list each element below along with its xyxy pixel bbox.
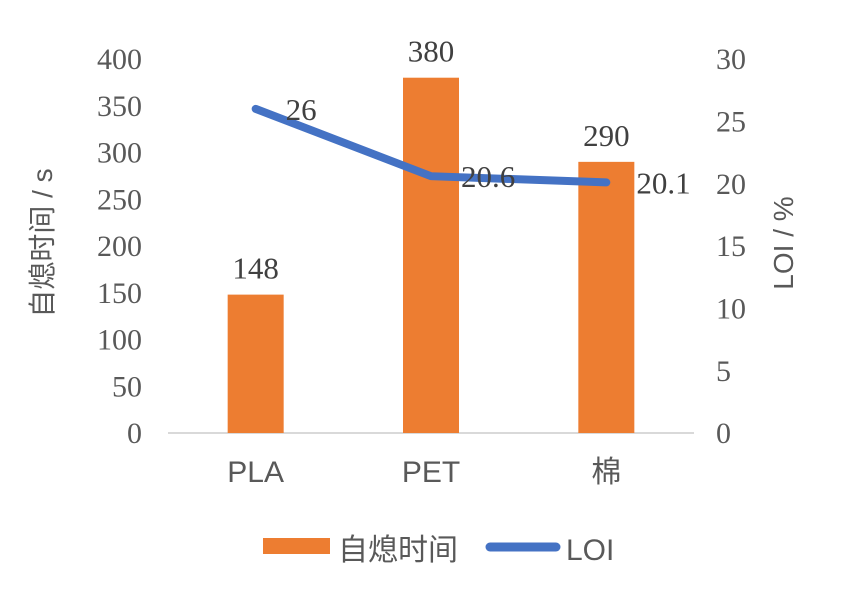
legend-bar-label: 自熄时间 xyxy=(338,534,458,567)
category-label: PET xyxy=(402,456,460,489)
bar xyxy=(578,161,635,433)
left-tick-label: 100 xyxy=(97,324,142,357)
loi-line xyxy=(251,104,611,187)
left-tick-label: 0 xyxy=(127,417,142,450)
left-tick-label: 250 xyxy=(97,183,142,216)
line-value-labels: 26 20.6 20.1 xyxy=(286,92,691,201)
left-tick-label: 150 xyxy=(97,277,142,310)
bar xyxy=(403,77,459,433)
left-tick-label: 300 xyxy=(97,137,142,170)
right-tick-label: 20 xyxy=(716,168,746,201)
bar xyxy=(227,294,284,433)
bar-series xyxy=(227,77,635,433)
left-axis-title: 自熄时间 / s xyxy=(27,168,58,317)
legend: 自熄时间 LOI xyxy=(263,534,614,567)
line-value-label: 20.1 xyxy=(636,165,690,200)
right-axis-title: LOI / % xyxy=(768,196,799,289)
category-labels: PLA PET 棉 xyxy=(227,456,621,489)
bar-value-label: 380 xyxy=(408,34,455,69)
left-tick-label: 400 xyxy=(97,43,142,76)
bar-value-label: 148 xyxy=(232,251,279,286)
bar-value-labels: 148 380 290 xyxy=(232,34,629,286)
left-tick-label: 200 xyxy=(97,230,142,263)
left-tick-label: 50 xyxy=(112,370,142,403)
bar-value-label: 290 xyxy=(583,118,630,153)
right-tick-label: 5 xyxy=(716,355,731,388)
category-label: 棉 xyxy=(591,456,621,489)
right-tick-label: 25 xyxy=(716,106,746,139)
right-tick-label: 0 xyxy=(716,417,731,450)
right-tick-label: 30 xyxy=(716,43,746,76)
category-label: PLA xyxy=(227,456,284,489)
legend-line-label: LOI xyxy=(566,534,614,567)
left-tick-label: 350 xyxy=(97,90,142,123)
right-axis-ticks: 0 5 10 15 20 25 30 xyxy=(716,43,746,450)
line-value-label: 26 xyxy=(286,92,317,127)
line-value-label: 20.6 xyxy=(461,159,515,194)
legend-bar-swatch xyxy=(263,538,330,554)
right-tick-label: 10 xyxy=(716,293,746,326)
line-series xyxy=(251,104,611,187)
right-tick-label: 15 xyxy=(716,230,746,263)
left-axis-ticks: 0 50 100 150 200 250 300 350 400 xyxy=(97,43,142,450)
